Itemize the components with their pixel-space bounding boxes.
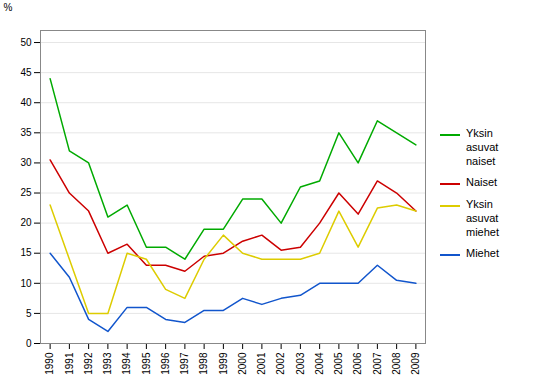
svg-text:1991: 1991: [64, 352, 75, 375]
svg-text:1994: 1994: [121, 352, 132, 375]
svg-text:40: 40: [20, 97, 32, 108]
svg-text:2000: 2000: [237, 352, 248, 375]
svg-text:2003: 2003: [295, 352, 306, 375]
html-text:Miehet: Miehet: [466, 247, 499, 260]
svg-text:10: 10: [20, 278, 32, 289]
svg-text:2001: 2001: [256, 352, 267, 375]
svg-text:2009: 2009: [410, 352, 421, 375]
svg-text:35: 35: [20, 127, 32, 138]
svg-text:1992: 1992: [83, 352, 94, 375]
svg-text:15: 15: [20, 247, 32, 258]
svg-text:45: 45: [20, 67, 32, 78]
svg-text:1997: 1997: [179, 352, 190, 375]
svg-text:2002: 2002: [275, 352, 286, 375]
svg-text:2006: 2006: [352, 352, 363, 375]
svg-text:1996: 1996: [160, 352, 171, 375]
html-text:Yksin asuvat naiset: Yksin asuvat naiset: [466, 127, 499, 167]
svg-text:25: 25: [20, 187, 32, 198]
svg-text:2008: 2008: [391, 352, 402, 375]
html-text:Naiset: Naiset: [466, 176, 498, 189]
svg-text:1990: 1990: [44, 352, 55, 375]
svg-text:%: %: [4, 2, 13, 13]
svg-text:5: 5: [26, 308, 32, 319]
svg-text:1995: 1995: [141, 352, 152, 375]
svg-text:2007: 2007: [372, 352, 383, 375]
svg-text:50: 50: [20, 37, 32, 48]
svg-text:0: 0: [26, 338, 32, 349]
html-text:Yksin asuvat miehet: Yksin asuvat miehet: [466, 198, 499, 238]
svg-text:1999: 1999: [218, 352, 229, 375]
svg-text:1998: 1998: [198, 352, 209, 375]
svg-text:30: 30: [20, 157, 32, 168]
svg-text:1993: 1993: [102, 352, 113, 375]
svg-text:2004: 2004: [314, 352, 325, 375]
svg-text:2005: 2005: [333, 352, 344, 375]
svg-text:20: 20: [20, 217, 32, 228]
